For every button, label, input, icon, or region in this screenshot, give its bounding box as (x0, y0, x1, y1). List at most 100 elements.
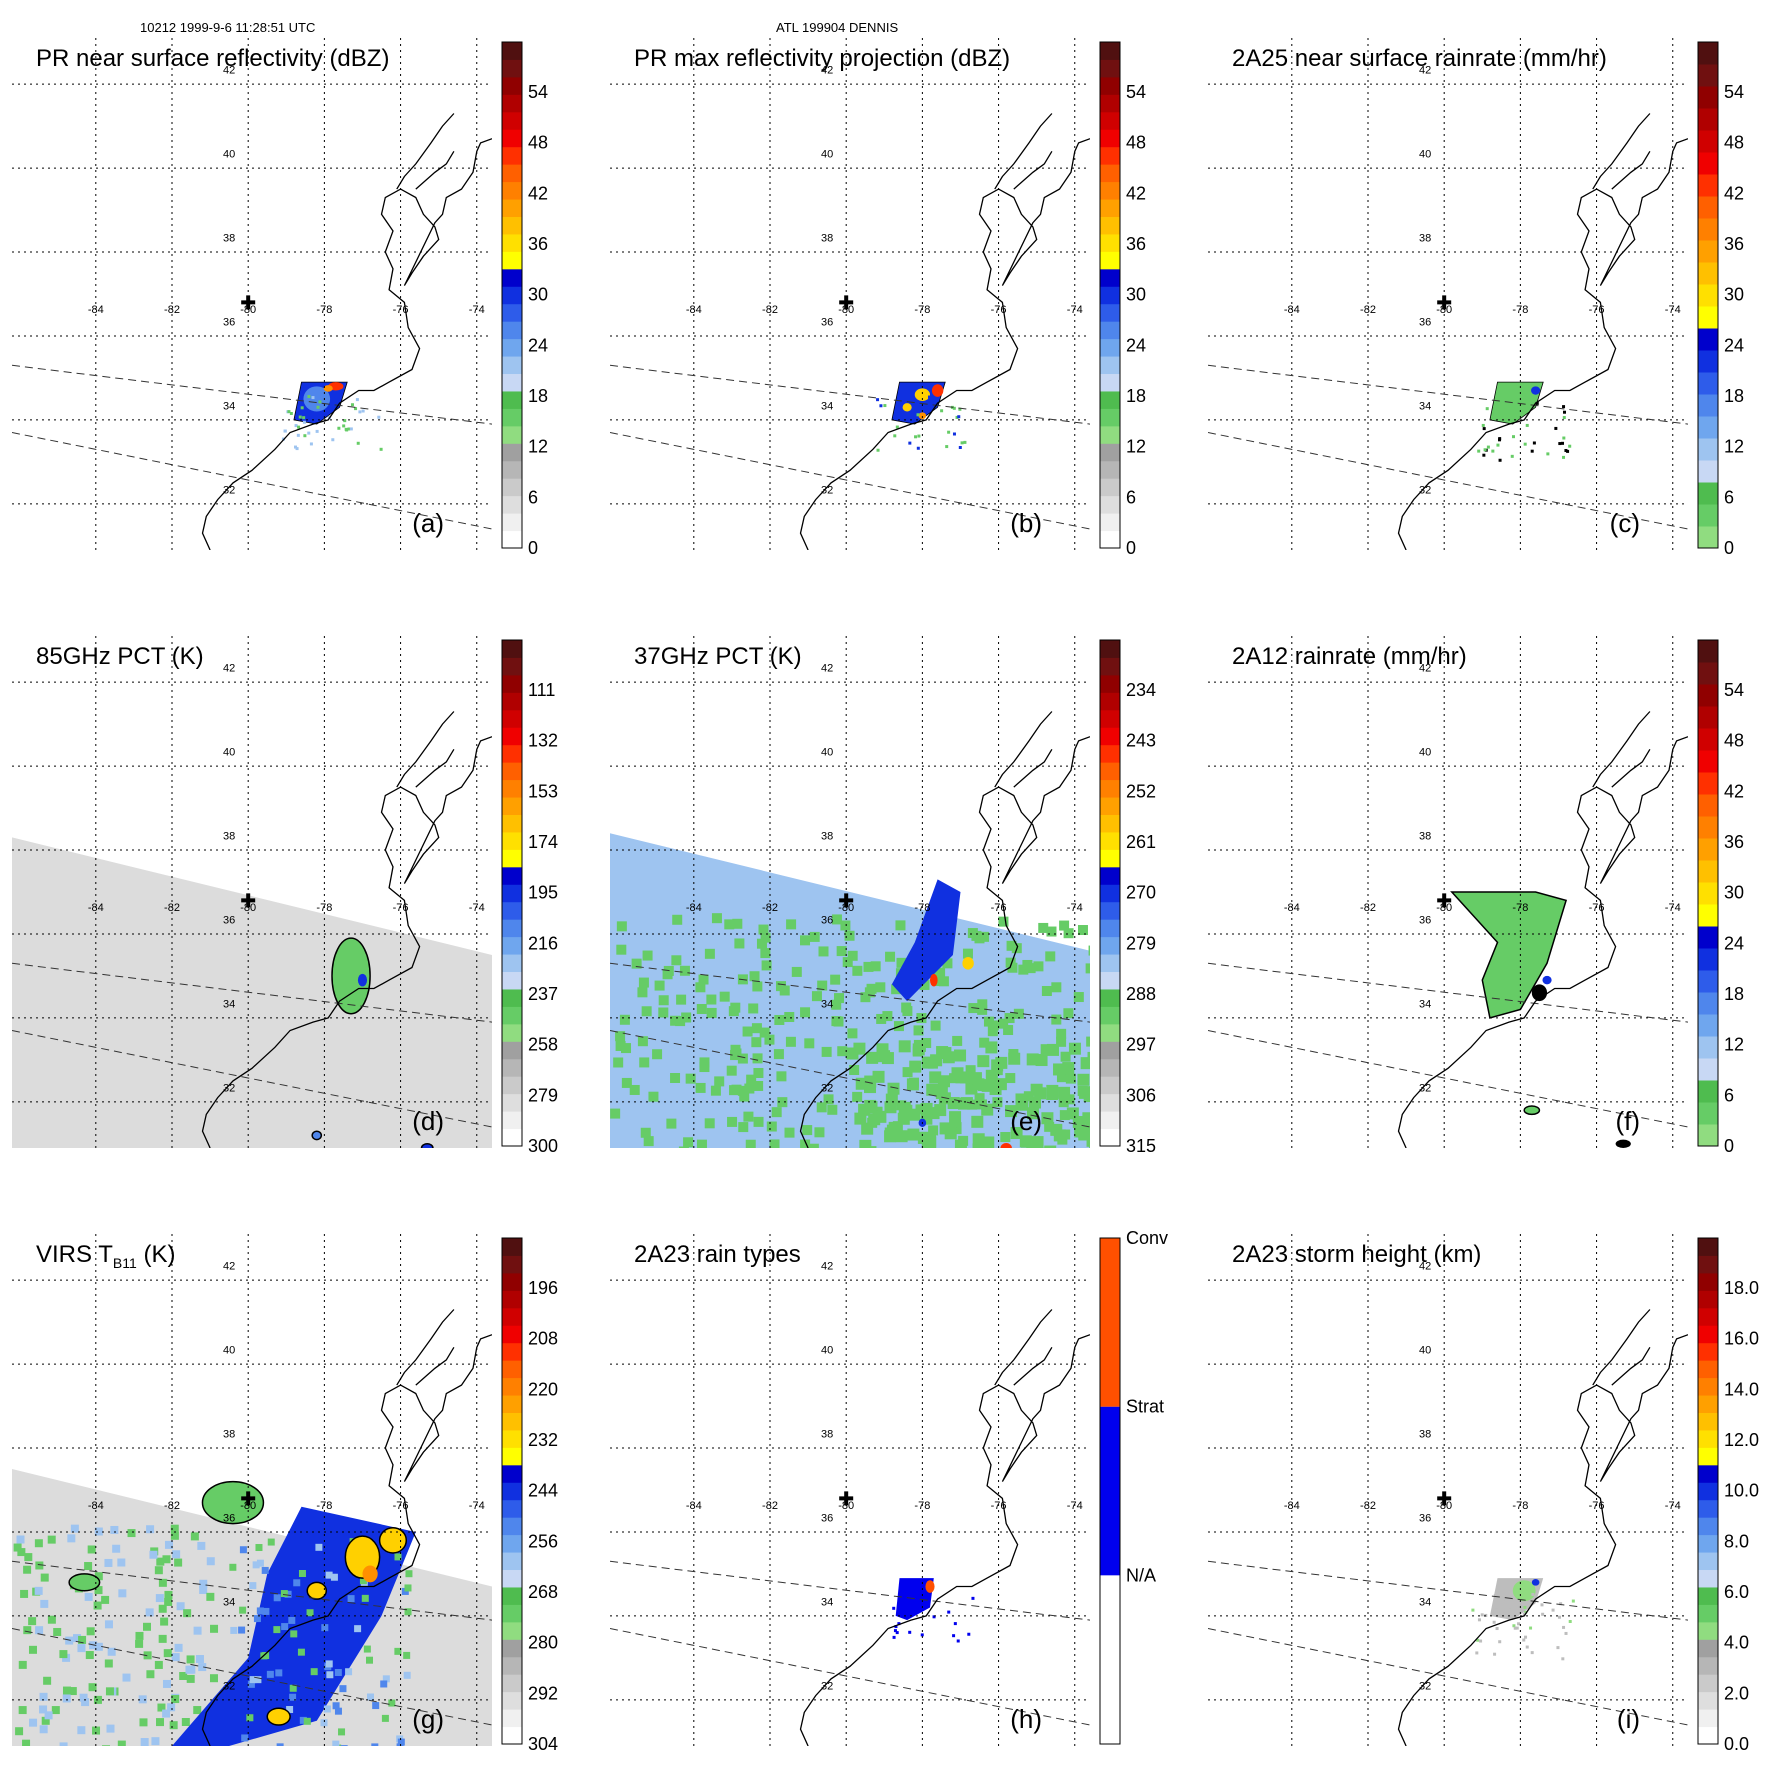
colorbar-tick-label: 244 (528, 1481, 558, 1501)
colorbar-tick-label: 12 (1724, 1035, 1744, 1055)
lat-label: 36 (223, 1512, 235, 1524)
colorbar-tick-label: 279 (528, 1085, 558, 1105)
colorbar-tick-label: 54 (1126, 82, 1146, 102)
colorbar-tick-label: 48 (528, 133, 548, 153)
swath-edge-line (12, 432, 492, 530)
lat-label: 34 (821, 998, 833, 1010)
lat-label: 38 (223, 1429, 235, 1441)
colorbar-tick-label: Conv (1126, 1228, 1168, 1248)
panel-b: -84 -82 -80 -78 -76 -74 42 40 38 36 34 32 PR max ref… (610, 38, 1146, 558)
colorbar-tick-label: 132 (528, 731, 558, 751)
lat-label: 42 (223, 1261, 235, 1273)
rain-cell (362, 1565, 378, 1583)
colorbar-tick-label: 12 (1724, 437, 1744, 457)
swath-edge-line (1208, 1628, 1688, 1726)
panel-h: -84 -82 -80 -78 -76 -74 42 40 38 36 34 32 2A23 rain … (610, 1228, 1168, 1746)
swath-edge-line (1208, 364, 1688, 425)
colorbar-tick-label: 42 (528, 183, 548, 203)
coastline (1397, 711, 1688, 1148)
lon-label: -78 (914, 902, 930, 914)
swath-edge-line (1208, 432, 1688, 530)
swath-edge-line (610, 1560, 1090, 1621)
colorbar: 54 48 42 36 30 24 18 12 6 0 (1697, 41, 1744, 558)
lon-label: -74 (469, 304, 485, 316)
rain-cell (331, 937, 371, 1015)
lat-label: 36 (821, 914, 833, 926)
lat-label: 32 (1419, 484, 1431, 496)
colorbar-tick-label: 243 (1126, 731, 1156, 751)
lat-label: 32 (1419, 1680, 1431, 1692)
lon-label: -74 (1665, 1500, 1681, 1512)
colorbar-tick-label: 24 (1126, 335, 1146, 355)
coastline (201, 711, 492, 1148)
swath-coverage (12, 1469, 492, 1746)
lon-label: -76 (991, 1500, 1007, 1512)
colorbar-tick-label: 48 (1724, 731, 1744, 751)
rain-cell (357, 973, 368, 987)
lon-label: -74 (1067, 304, 1083, 316)
colorbar-tick-label: 10.0 (1724, 1481, 1759, 1501)
rain-cell (1000, 1142, 1012, 1148)
rain-cell (925, 1580, 935, 1593)
panel-label: (b) (1010, 508, 1042, 538)
lon-label: -84 (686, 902, 702, 914)
lat-label: 34 (1419, 1596, 1431, 1608)
map-graticule (1208, 38, 1688, 550)
colorbar-tick-label: 216 (528, 933, 558, 953)
lon-label: -84 (88, 902, 104, 914)
lon-label: -78 (914, 304, 930, 316)
swath-edge-line (12, 1030, 492, 1128)
colorbar: 18.0 16.0 14.0 12.0 10.0 8.0 6.0 4.0 2.0 0.0 (1697, 1237, 1759, 1754)
colorbar-tick-label: 280 (528, 1633, 558, 1653)
colorbar: 234 243 252 261 270 279 288 297 306 315 (1099, 639, 1156, 1156)
colorbar-tick-label: 42 (1126, 183, 1146, 203)
lon-label: -76 (991, 902, 1007, 914)
colorbar-tick-label: 304 (528, 1734, 558, 1754)
panel-g: -84 -82 -80 -78 -76 -74 42 40 38 36 34 32 VIRS TB11 … (12, 1234, 558, 1754)
coastline (799, 711, 1090, 1148)
colorbar: Conv Strat N/A (1099, 1228, 1168, 1745)
colorbar-tick-label: 36 (1126, 234, 1146, 254)
colorbar-tick-label: 54 (528, 82, 548, 102)
colorbar-tick-label: 14.0 (1724, 1379, 1759, 1399)
field-height (1471, 1578, 1575, 1661)
rain-cell (68, 1573, 101, 1592)
lon-label: -82 (762, 902, 778, 914)
colorbar-tick-label: 270 (1126, 883, 1156, 903)
rain-cell (1512, 1580, 1536, 1602)
lat-label: 32 (223, 1680, 235, 1692)
lon-label: -74 (1665, 304, 1681, 316)
lat-label: 38 (1419, 831, 1431, 843)
field-rain12 (1450, 891, 1631, 1148)
lon-label: -80 (1436, 304, 1452, 316)
colorbar-tick-label: 18 (528, 386, 548, 406)
colorbar-tick-label: 252 (1126, 781, 1156, 801)
lat-label: 38 (1419, 1429, 1431, 1441)
colorbar-tick-label: 288 (1126, 984, 1156, 1004)
colorbar-tick-label: 24 (528, 335, 548, 355)
lat-label: 40 (1419, 1345, 1431, 1357)
colorbar-tick-label: 42 (1724, 183, 1744, 203)
panel-title: 2A12 rainrate (mm/hr) (1232, 643, 1467, 670)
colorbar-tick-label: 315 (1126, 1136, 1156, 1156)
colorbar-tick-label: 4.0 (1724, 1633, 1749, 1653)
lon-label: -78 (1512, 304, 1528, 316)
rain-cell (303, 386, 331, 412)
swath-edge-line (1208, 1030, 1688, 1128)
swath-edge-line (610, 1030, 1090, 1128)
lat-label: 34 (223, 1596, 235, 1608)
colorbar-tick-label: 6 (1724, 487, 1734, 507)
colorbar-tick-label: 0 (1724, 1136, 1734, 1156)
rain-cell (930, 973, 938, 987)
panel-label: (g) (412, 1704, 444, 1734)
header-storm-name: ATL 199904 DENNIS (776, 20, 899, 35)
storm-center-marker (1437, 295, 1452, 310)
field-pr_max (876, 381, 967, 452)
colorbar-tick-label: 0 (1724, 538, 1734, 558)
header-orbit-time: 10212 1999-9-6 11:28:51 UTC (140, 20, 316, 35)
colorbar-tick-label: 36 (528, 234, 548, 254)
lon-label: -74 (469, 1500, 485, 1512)
field-pr_near (281, 381, 383, 451)
rain-cell (420, 1143, 434, 1148)
rain-cell (918, 412, 927, 420)
